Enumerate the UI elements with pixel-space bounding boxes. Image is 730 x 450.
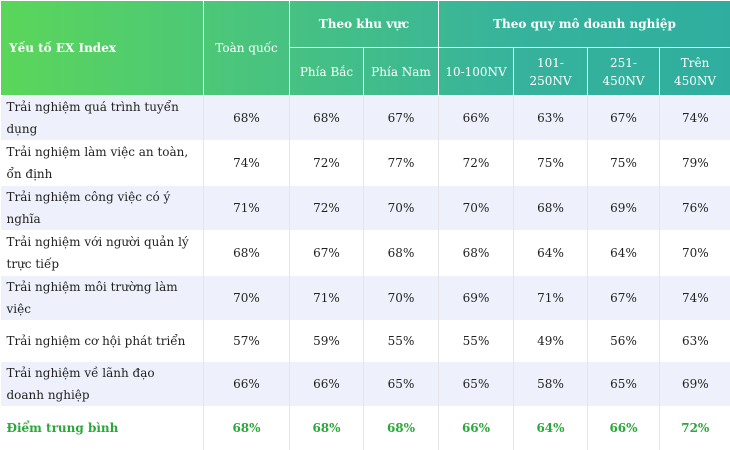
cell-size-101-250: 64% bbox=[514, 231, 588, 276]
table-row: Trải nghiệm môi trường làm việc 70% 71% … bbox=[1, 276, 730, 321]
cell-size-101-250: 71% bbox=[514, 276, 588, 321]
cell-south: 65% bbox=[364, 362, 439, 407]
cell-national: 66% bbox=[204, 362, 290, 407]
row-label: Trải nghiệm làm việc an toàn, ổn định bbox=[1, 141, 204, 186]
cell-size-10-100: 69% bbox=[439, 276, 514, 321]
cell-size-101-250: 49% bbox=[514, 321, 588, 362]
avg-national: 68% bbox=[204, 407, 290, 450]
cell-size-over-450: 74% bbox=[660, 96, 730, 141]
cell-national: 74% bbox=[204, 141, 290, 186]
avg-south: 68% bbox=[364, 407, 439, 450]
cell-north: 67% bbox=[290, 231, 364, 276]
cell-north: 59% bbox=[290, 321, 364, 362]
cell-size-251-450: 56% bbox=[588, 321, 660, 362]
cell-south: 70% bbox=[364, 186, 439, 231]
table-row: Trải nghiệm cơ hội phát triển 57% 59% 55… bbox=[1, 321, 730, 362]
header-size-10-100: 10-100NV bbox=[439, 48, 514, 96]
cell-size-10-100: 66% bbox=[439, 96, 514, 141]
cell-size-10-100: 70% bbox=[439, 186, 514, 231]
header-size-101-250: 101-250NV bbox=[514, 48, 588, 96]
cell-south: 77% bbox=[364, 141, 439, 186]
cell-size-101-250: 58% bbox=[514, 362, 588, 407]
cell-size-101-250: 68% bbox=[514, 186, 588, 231]
row-label: Trải nghiệm cơ hội phát triển bbox=[1, 321, 204, 362]
cell-north: 71% bbox=[290, 276, 364, 321]
header-factor: Yếu tố EX Index bbox=[1, 1, 204, 96]
header-size-group: Theo quy mô doanh nghiệp bbox=[439, 1, 730, 48]
header-size-251-450: 251-450NV bbox=[588, 48, 660, 96]
cell-size-over-450: 79% bbox=[660, 141, 730, 186]
table-row: Trải nghiệm về lãnh đạo doanh nghiệp 66%… bbox=[1, 362, 730, 407]
cell-north: 72% bbox=[290, 186, 364, 231]
cell-national: 68% bbox=[204, 96, 290, 141]
cell-size-101-250: 75% bbox=[514, 141, 588, 186]
cell-national: 70% bbox=[204, 276, 290, 321]
cell-size-over-450: 76% bbox=[660, 186, 730, 231]
row-label: Trải nghiệm về lãnh đạo doanh nghiệp bbox=[1, 362, 204, 407]
table-row: Trải nghiệm công việc có ý nghĩa 71% 72%… bbox=[1, 186, 730, 231]
cell-south: 68% bbox=[364, 231, 439, 276]
cell-south: 70% bbox=[364, 276, 439, 321]
header-size-over-450: Trên 450NV bbox=[660, 48, 730, 96]
cell-size-251-450: 75% bbox=[588, 141, 660, 186]
cell-size-10-100: 68% bbox=[439, 231, 514, 276]
table-row: Trải nghiệm quá trình tuyển dụng 68% 68%… bbox=[1, 96, 730, 141]
cell-size-10-100: 65% bbox=[439, 362, 514, 407]
cell-size-10-100: 55% bbox=[439, 321, 514, 362]
table-header: Yếu tố EX Index Toàn quốc Theo khu vực T… bbox=[1, 1, 730, 96]
cell-size-10-100: 72% bbox=[439, 141, 514, 186]
header-national: Toàn quốc bbox=[204, 1, 290, 96]
row-label: Trải nghiệm quá trình tuyển dụng bbox=[1, 96, 204, 141]
table-row: Trải nghiệm làm việc an toàn, ổn định 74… bbox=[1, 141, 730, 186]
cell-size-251-450: 64% bbox=[588, 231, 660, 276]
header-north: Phía Bắc bbox=[290, 48, 364, 96]
avg-size-251-450: 66% bbox=[588, 407, 660, 450]
avg-size-10-100: 66% bbox=[439, 407, 514, 450]
cell-south: 67% bbox=[364, 96, 439, 141]
row-label: Trải nghiệm với người quản lý trực tiếp bbox=[1, 231, 204, 276]
cell-size-over-450: 70% bbox=[660, 231, 730, 276]
cell-size-251-450: 67% bbox=[588, 276, 660, 321]
row-label: Trải nghiệm môi trường làm việc bbox=[1, 276, 204, 321]
cell-national: 68% bbox=[204, 231, 290, 276]
average-label: Điểm trung bình bbox=[1, 407, 204, 450]
cell-size-101-250: 63% bbox=[514, 96, 588, 141]
cell-north: 66% bbox=[290, 362, 364, 407]
cell-south: 55% bbox=[364, 321, 439, 362]
cell-national: 71% bbox=[204, 186, 290, 231]
cell-size-over-450: 69% bbox=[660, 362, 730, 407]
row-label: Trải nghiệm công việc có ý nghĩa bbox=[1, 186, 204, 231]
cell-size-251-450: 67% bbox=[588, 96, 660, 141]
cell-size-over-450: 63% bbox=[660, 321, 730, 362]
table-body: Trải nghiệm quá trình tuyển dụng 68% 68%… bbox=[1, 96, 730, 450]
average-row: Điểm trung bình 68% 68% 68% 66% 64% 66% … bbox=[1, 407, 730, 450]
avg-size-over-450: 72% bbox=[660, 407, 730, 450]
cell-north: 68% bbox=[290, 96, 364, 141]
table-row: Trải nghiệm với người quản lý trực tiếp … bbox=[1, 231, 730, 276]
avg-north: 68% bbox=[290, 407, 364, 450]
cell-size-251-450: 65% bbox=[588, 362, 660, 407]
cell-size-over-450: 74% bbox=[660, 276, 730, 321]
cell-national: 57% bbox=[204, 321, 290, 362]
cell-size-251-450: 69% bbox=[588, 186, 660, 231]
header-south: Phía Nam bbox=[364, 48, 439, 96]
header-region-group: Theo khu vực bbox=[290, 1, 439, 48]
avg-size-101-250: 64% bbox=[514, 407, 588, 450]
cell-north: 72% bbox=[290, 141, 364, 186]
